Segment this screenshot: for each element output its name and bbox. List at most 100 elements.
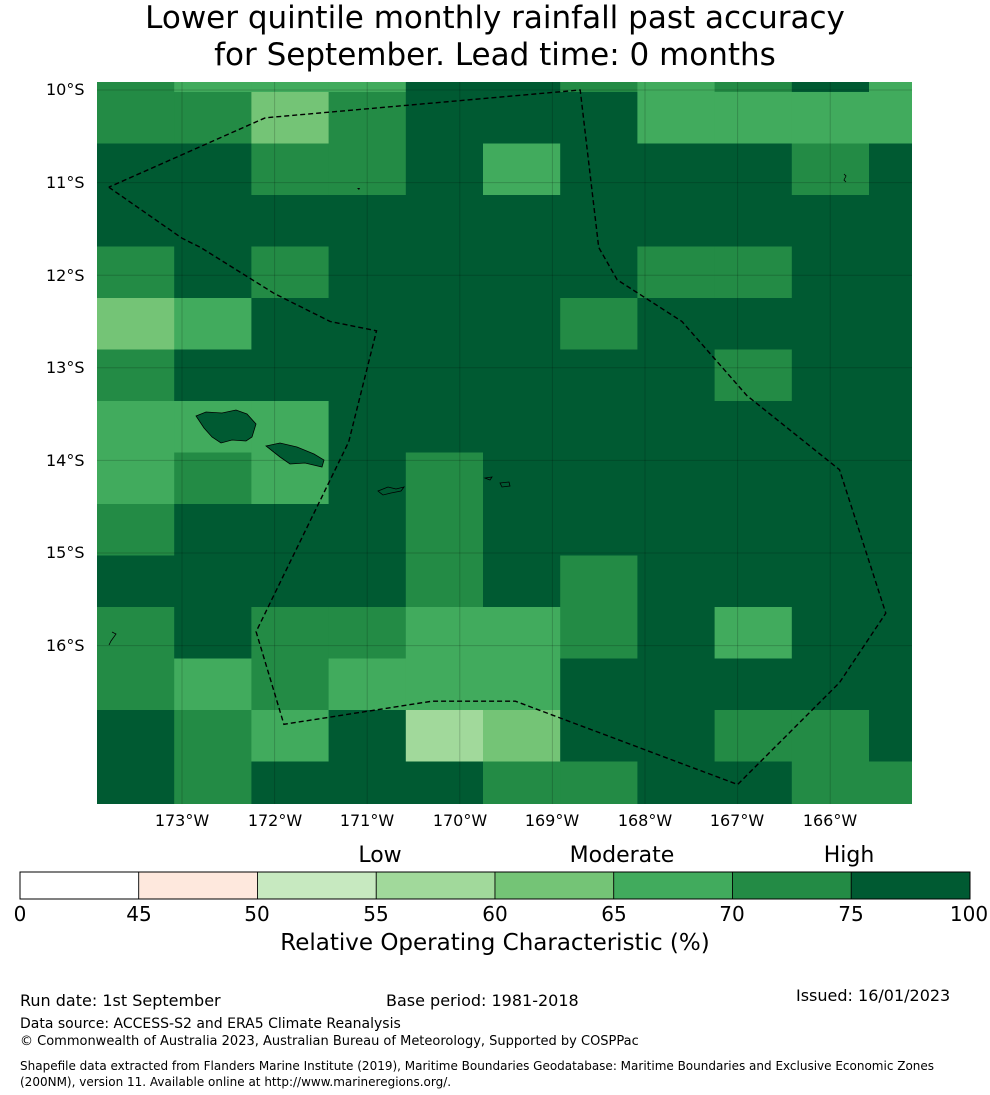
grid-cell xyxy=(251,607,330,659)
grid-cell xyxy=(637,143,716,196)
grid-cell xyxy=(560,401,638,453)
grid-cell xyxy=(791,607,870,659)
grid-cell xyxy=(251,349,330,402)
grid-cell xyxy=(869,452,912,505)
colorbar-tick-55: 55 xyxy=(363,902,389,926)
grid-cell xyxy=(251,401,330,453)
grid-cell xyxy=(97,349,175,402)
grid-cell xyxy=(405,555,484,608)
grid-cell xyxy=(637,710,716,762)
grid-cell xyxy=(97,246,175,299)
grid-cell xyxy=(791,761,870,804)
colorbar-tick-75: 75 xyxy=(838,902,864,926)
grid-cell xyxy=(560,246,638,299)
colorbar-segment xyxy=(613,871,733,900)
grid-cell xyxy=(97,401,175,453)
grid-cell xyxy=(483,82,561,93)
grid-cell xyxy=(869,92,912,144)
grid-cell xyxy=(560,555,638,608)
colorbar-tick-50: 50 xyxy=(244,902,270,926)
grid-cell xyxy=(174,452,252,505)
grid-cell xyxy=(637,82,716,93)
grid-cell xyxy=(483,246,561,299)
grid-cell xyxy=(637,92,716,144)
lat-label-15s: 15°S xyxy=(46,543,85,562)
grid-cell xyxy=(560,607,638,659)
grid-cell xyxy=(791,452,870,505)
grid-cell xyxy=(483,298,561,350)
grid-cell xyxy=(251,92,330,144)
grid-cell xyxy=(791,195,870,247)
grid-cell xyxy=(869,195,912,247)
grid-cell xyxy=(869,401,912,453)
grid-cell xyxy=(97,710,175,762)
grid-cell xyxy=(405,349,484,402)
title-line-1: Lower quintile monthly rainfall past acc… xyxy=(145,0,845,36)
grid-cell xyxy=(405,761,484,804)
grid-cell xyxy=(174,195,252,247)
colorbar-frame xyxy=(19,871,971,900)
shapefile-note: Shapefile data extracted from Flanders M… xyxy=(20,1059,935,1089)
grid-cell xyxy=(174,349,252,402)
grid-cell xyxy=(483,658,561,711)
grid-cell xyxy=(791,710,870,762)
grid-cell xyxy=(174,82,252,93)
colorbar-category-high: High xyxy=(823,843,875,868)
grid-cell xyxy=(714,195,793,247)
grid-cell xyxy=(251,82,330,93)
grid-cell xyxy=(97,82,175,93)
grid-cell xyxy=(483,710,561,762)
grid-cell xyxy=(174,658,252,711)
grid-cell xyxy=(483,401,561,453)
grid-cell xyxy=(791,143,870,196)
grid-cell xyxy=(791,246,870,299)
grid-cell xyxy=(637,195,716,247)
grid-cell xyxy=(405,92,484,144)
grid-cell xyxy=(328,761,407,804)
grid-cell xyxy=(560,761,638,804)
colorbar-category-low: Low xyxy=(358,843,402,868)
grid-cell xyxy=(791,555,870,608)
colorbar-segment xyxy=(732,871,852,900)
lat-label-16s: 16°S xyxy=(46,636,85,655)
grid-cell xyxy=(560,298,638,350)
grid-cell xyxy=(251,195,330,247)
grid-cell xyxy=(483,607,561,659)
grid-cell xyxy=(97,761,175,804)
chart-title: Lower quintile monthly rainfall past acc… xyxy=(0,0,990,74)
grid-cell xyxy=(714,658,793,711)
grid-cell xyxy=(328,92,407,144)
grid-cell xyxy=(560,710,638,762)
colorbar-tick-65: 65 xyxy=(601,902,627,926)
colorbar-tick-70: 70 xyxy=(719,902,745,926)
grid-cell xyxy=(714,401,793,453)
colorbar-segment xyxy=(375,871,496,900)
grid-cell xyxy=(869,143,912,196)
grid-cell xyxy=(483,555,561,608)
grid-cell xyxy=(791,504,870,556)
western-islet xyxy=(108,631,117,646)
grid-cell xyxy=(869,504,912,556)
grid-cell xyxy=(97,658,175,711)
colorbar-label: Relative Operating Characteristic (%) xyxy=(280,930,710,956)
grid-cell xyxy=(637,298,716,350)
rainfall-accuracy-map xyxy=(97,82,912,804)
grid-cell xyxy=(714,504,793,556)
grid-cell xyxy=(560,452,638,505)
lat-label-11s: 11°S xyxy=(46,173,85,192)
manua-islet-2 xyxy=(499,481,511,488)
grid-cell xyxy=(714,298,793,350)
colorbar-category-moderate: Moderate xyxy=(569,843,675,868)
grid-cell xyxy=(405,607,484,659)
colorbar-segment xyxy=(257,871,377,900)
grid-cell xyxy=(174,298,252,350)
graticule xyxy=(97,82,912,804)
grid-cell xyxy=(637,658,716,711)
grid-cell xyxy=(328,452,407,505)
grid-cell xyxy=(174,761,252,804)
copyright: © Commonwealth of Australia 2023, Austra… xyxy=(20,1034,639,1049)
grid-cell xyxy=(405,195,484,247)
colorbar-tick-0: 0 xyxy=(13,902,27,926)
grid-cell xyxy=(328,607,407,659)
grid-cell xyxy=(97,607,175,659)
